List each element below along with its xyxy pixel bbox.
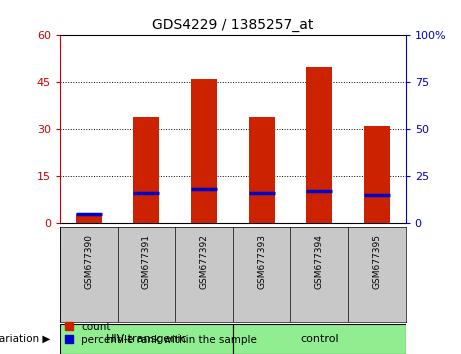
Text: GSM677392: GSM677392 [200, 234, 208, 289]
Text: GSM677390: GSM677390 [84, 234, 93, 289]
Title: GDS4229 / 1385257_at: GDS4229 / 1385257_at [152, 18, 313, 32]
Bar [76, 214, 102, 223]
Bar [306, 67, 332, 223]
Text: genotype/variation ▶: genotype/variation ▶ [0, 334, 51, 344]
Text: GSM677395: GSM677395 [372, 234, 381, 289]
Bar [364, 126, 390, 223]
Text: HIV-transgenic: HIV-transgenic [106, 334, 187, 344]
Text: GSM677393: GSM677393 [257, 234, 266, 289]
Text: GSM677394: GSM677394 [315, 234, 324, 289]
Legend: count, percentile rank within the sample: count, percentile rank within the sample [60, 317, 261, 349]
Bar [133, 117, 160, 223]
Bar [248, 117, 275, 223]
Bar [233, 324, 406, 354]
Bar [191, 79, 217, 223]
Text: GSM677391: GSM677391 [142, 234, 151, 289]
Bar [60, 324, 233, 354]
Text: control: control [300, 334, 338, 344]
